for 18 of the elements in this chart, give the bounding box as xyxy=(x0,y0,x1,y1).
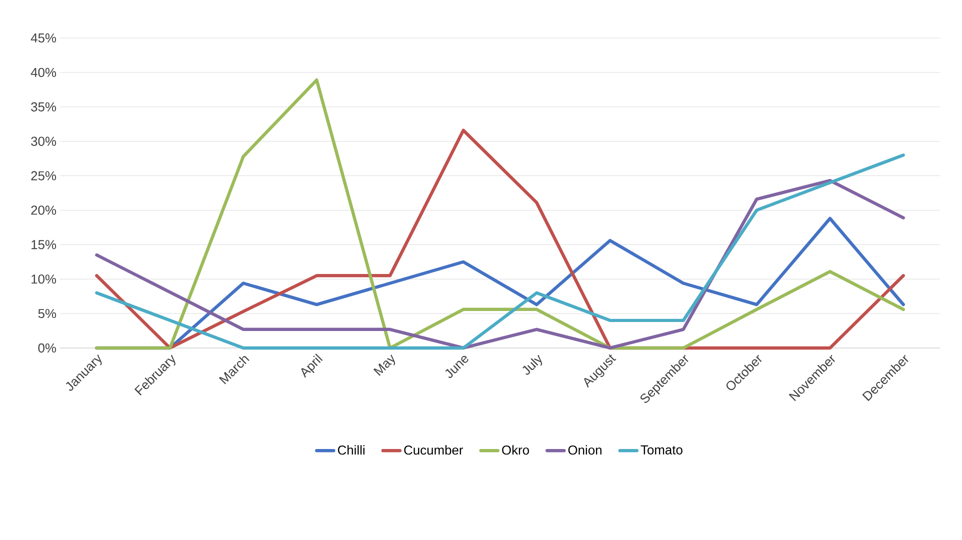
y-tick-label: 0% xyxy=(38,343,56,353)
x-tick-label: May xyxy=(373,354,396,376)
line-series xyxy=(95,78,905,350)
legend-label: Onion xyxy=(568,445,602,455)
y-tick-label: 35% xyxy=(31,102,56,112)
y-tick-label: 30% xyxy=(31,136,56,146)
legend-label: Chilli xyxy=(338,445,364,455)
legend-label: Tomato xyxy=(640,445,682,454)
y-tick-label: 45% xyxy=(30,33,56,43)
y-tick-label: 10% xyxy=(32,274,56,284)
y-tick-label: 5% xyxy=(38,308,56,318)
y-tick-label: 15% xyxy=(32,240,56,250)
y-tick-label: 40% xyxy=(30,68,56,78)
legend-label: Okro xyxy=(502,445,529,455)
y-tick-label: 20% xyxy=(31,206,56,215)
y-tick-label: 25% xyxy=(31,171,56,180)
x-tick-label: July xyxy=(522,354,542,375)
legend-label: Cucumber xyxy=(404,445,464,455)
